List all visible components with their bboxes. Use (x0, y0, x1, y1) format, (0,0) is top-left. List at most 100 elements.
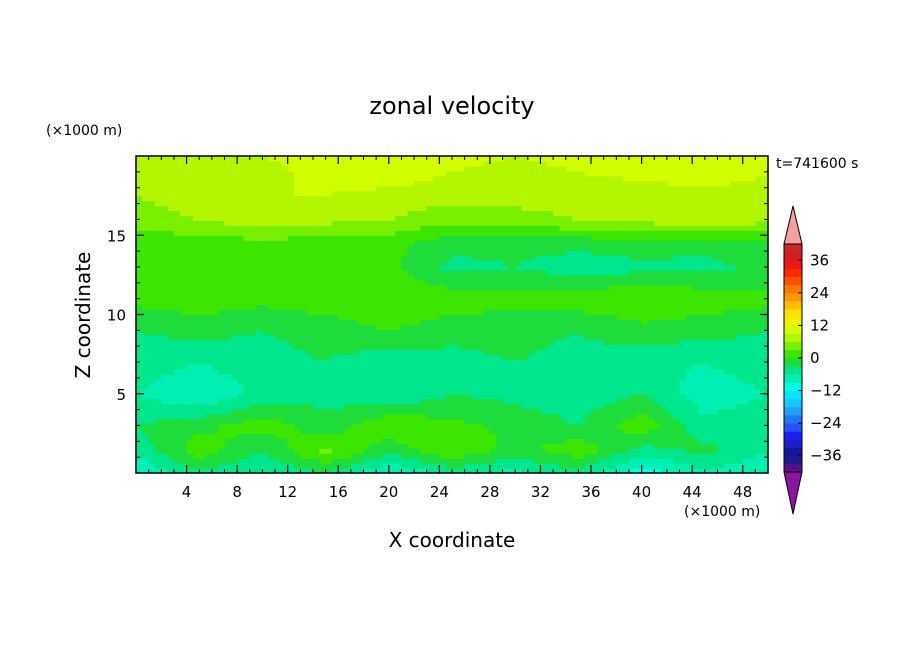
field-cell (591, 423, 598, 430)
field-cell (249, 230, 257, 236)
field-cell (161, 438, 169, 444)
field-cell (666, 339, 674, 345)
field-cell (211, 250, 219, 256)
field-cell (211, 354, 219, 360)
field-cell (521, 260, 529, 266)
field-cell (572, 274, 579, 281)
field-cell (641, 468, 649, 473)
field-cell (382, 368, 390, 375)
field-cell (591, 240, 598, 246)
field-cell (433, 240, 440, 246)
field-cell (704, 453, 712, 459)
field-cell (338, 255, 346, 261)
field-cell (420, 240, 428, 246)
field-cell (647, 334, 655, 340)
field-cell (452, 433, 459, 439)
field-cell (319, 329, 327, 335)
field-cell (275, 339, 282, 345)
field-cell (515, 255, 523, 261)
field-cell (565, 418, 573, 425)
field-cell (565, 458, 573, 464)
field-cell (237, 413, 245, 420)
field-cell (559, 364, 567, 370)
field-cell (452, 339, 459, 345)
field-cell (572, 463, 579, 469)
field-cell (597, 403, 605, 410)
field-cell (281, 443, 289, 449)
field-cell (679, 264, 687, 271)
field-cell (401, 433, 409, 439)
field-cell (508, 428, 516, 434)
field-cell (698, 279, 706, 286)
field-cell (584, 304, 592, 311)
field-cell (376, 423, 384, 430)
field-cell (173, 468, 181, 473)
field-cell (167, 413, 175, 420)
field-cell (312, 225, 320, 231)
field-cell (211, 393, 219, 400)
field-cell (647, 448, 655, 454)
field-cell (306, 393, 314, 400)
field-cell (565, 284, 573, 291)
field-cell (666, 230, 674, 236)
field-cell (395, 304, 403, 311)
field-cell (180, 458, 188, 464)
field-cell (496, 364, 504, 370)
field-cell (635, 284, 643, 291)
field-cell (369, 393, 377, 400)
field-cell (154, 240, 162, 246)
field-cell (154, 255, 162, 261)
field-cell (584, 329, 592, 335)
field-cell (736, 269, 744, 276)
field-cell (331, 359, 339, 365)
field-cell (136, 398, 143, 405)
field-cell (717, 448, 725, 454)
field-cell (534, 364, 542, 370)
field-cell (312, 403, 320, 410)
field-cell (483, 284, 491, 291)
field-cell (711, 448, 719, 454)
field-cell (496, 458, 504, 464)
field-cell (148, 279, 156, 286)
field-cell (395, 368, 403, 375)
field-cell (306, 294, 314, 301)
field-cell (685, 364, 693, 370)
field-cell (167, 359, 175, 365)
field-cell (388, 448, 396, 454)
field-cell (673, 245, 681, 251)
field-cell (338, 368, 346, 375)
field-cell (306, 443, 314, 449)
field-cell (591, 448, 598, 454)
field-cell (666, 304, 674, 311)
field-cell (736, 438, 744, 444)
field-cell (338, 349, 346, 355)
field-cell (591, 274, 598, 281)
field-cell (161, 230, 169, 236)
field-cell (205, 468, 213, 473)
field-cell (654, 383, 662, 390)
field-cell (319, 324, 327, 330)
field-cell (369, 453, 377, 459)
field-cell (723, 383, 731, 390)
field-cell (414, 388, 421, 395)
field-cell (218, 463, 226, 469)
field-cell (148, 398, 156, 405)
field-cell (704, 378, 712, 385)
field-cell (610, 339, 617, 345)
field-cell (730, 245, 737, 251)
field-cell (376, 354, 384, 360)
field-cell (230, 373, 238, 380)
field-cell (477, 284, 485, 291)
field-cell (350, 235, 358, 241)
field-cell (224, 344, 232, 350)
field-cell (319, 279, 327, 286)
field-cell (660, 240, 668, 246)
field-cell (673, 418, 681, 425)
field-cell (508, 289, 516, 296)
field-cell (578, 383, 586, 390)
field-cell (224, 428, 232, 434)
field-cell (401, 463, 409, 469)
field-cell (363, 418, 371, 425)
field-cell (685, 428, 693, 434)
field-cell (294, 289, 301, 296)
